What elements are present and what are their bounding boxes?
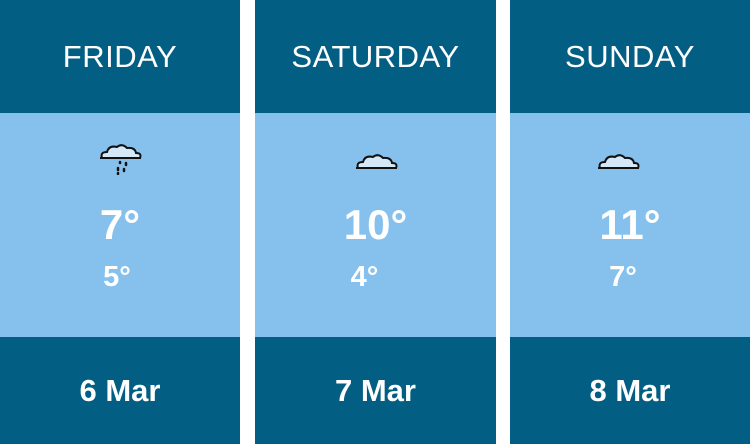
date: 6 Mar xyxy=(0,337,240,444)
day-name: SATURDAY xyxy=(255,0,496,113)
low-temperature: 7° xyxy=(609,261,637,293)
day-name: FRIDAY xyxy=(0,0,240,113)
weather-panel: 10° 4° xyxy=(255,113,496,337)
high-temperature: 10° xyxy=(343,201,408,248)
date: 8 Mar xyxy=(510,337,750,444)
cloud-rain-icon xyxy=(100,144,142,175)
forecast-day-sunday: SUNDAY 11° 7° 8 Mar xyxy=(510,0,750,444)
low-temperature: 4° xyxy=(350,261,379,293)
day-name: SUNDAY xyxy=(510,0,750,113)
cloud-icon xyxy=(355,154,397,169)
forecast-day-saturday: SATURDAY 10° 4° 7 Mar xyxy=(255,0,496,444)
high-temperature: 11° xyxy=(599,201,661,248)
forecast-day-friday: FRIDAY 7° 5° 6 Mar xyxy=(0,0,240,444)
low-temperature: 5° xyxy=(103,261,131,293)
weather-panel: 11° 7° xyxy=(510,113,750,337)
weather-panel: 7° 5° xyxy=(0,113,240,337)
high-temperature: 7° xyxy=(99,201,141,248)
date: 7 Mar xyxy=(255,337,496,444)
cloud-icon xyxy=(598,154,640,169)
